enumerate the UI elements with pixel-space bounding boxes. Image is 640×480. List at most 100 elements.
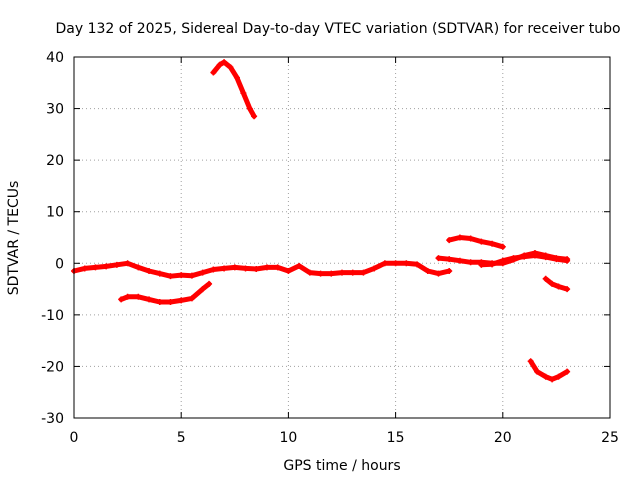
data-point bbox=[251, 113, 258, 120]
data-point bbox=[360, 269, 367, 276]
x-tick-label: 20 bbox=[494, 430, 512, 446]
data-point bbox=[549, 280, 556, 287]
data-point bbox=[381, 260, 388, 267]
data-point bbox=[564, 257, 571, 264]
series-line-track-22-23 bbox=[543, 276, 570, 292]
data-point bbox=[542, 275, 549, 282]
data-point bbox=[555, 373, 562, 380]
grid-layer bbox=[74, 57, 610, 418]
data-point bbox=[555, 283, 562, 290]
y-tick-label: -30 bbox=[41, 411, 64, 427]
tick-label-layer: 0 5 10 15 20 25 -30 -20 -10 0 10 20 30 40 bbox=[41, 50, 619, 446]
data-point bbox=[240, 90, 247, 97]
y-tick-label: 40 bbox=[46, 50, 64, 66]
axes-layer bbox=[73, 56, 611, 419]
data-point bbox=[156, 298, 163, 305]
data-point bbox=[233, 74, 240, 81]
x-tick-label: 5 bbox=[177, 430, 186, 446]
data-point bbox=[564, 368, 571, 375]
data-point bbox=[296, 262, 303, 269]
y-tick-label: -10 bbox=[41, 308, 64, 324]
series-line-track-main bbox=[71, 260, 452, 279]
data-point bbox=[221, 265, 228, 272]
data-point bbox=[456, 234, 463, 241]
data-point bbox=[553, 256, 560, 263]
y-tick-label: 30 bbox=[46, 102, 64, 118]
data-point bbox=[499, 257, 506, 264]
data-point bbox=[456, 257, 463, 264]
data-point bbox=[135, 264, 142, 271]
data-point bbox=[178, 272, 185, 279]
data-point bbox=[446, 256, 453, 263]
data-point bbox=[339, 269, 345, 276]
data-point bbox=[499, 243, 506, 250]
data-point bbox=[478, 238, 485, 245]
data-point bbox=[135, 293, 142, 300]
data-point bbox=[527, 358, 534, 365]
data-point bbox=[146, 296, 153, 303]
y-tick-label: -20 bbox=[41, 359, 64, 375]
data-point bbox=[156, 270, 163, 277]
data-point bbox=[392, 260, 399, 267]
data-point bbox=[167, 298, 174, 305]
data-point bbox=[521, 253, 528, 260]
x-tick-label: 25 bbox=[601, 430, 619, 446]
data-point bbox=[414, 261, 421, 268]
data-point bbox=[188, 272, 195, 279]
data-point bbox=[263, 264, 270, 271]
data-point bbox=[489, 240, 496, 247]
data-point bbox=[81, 265, 88, 272]
data-point bbox=[510, 255, 517, 262]
data-point bbox=[371, 265, 378, 272]
data-point bbox=[178, 297, 185, 304]
data-point bbox=[306, 269, 313, 276]
y-tick-label: 10 bbox=[46, 205, 64, 221]
x-tick-label: 15 bbox=[387, 430, 405, 446]
x-tick-label: 0 bbox=[70, 430, 79, 446]
data-point bbox=[435, 270, 442, 277]
data-point bbox=[549, 376, 556, 383]
data-point bbox=[489, 261, 496, 268]
data-point bbox=[534, 368, 541, 375]
data-point bbox=[274, 264, 281, 271]
y-tick-label: 0 bbox=[55, 256, 64, 272]
y-tick-label: 20 bbox=[46, 153, 64, 169]
data-point bbox=[199, 269, 206, 276]
y-axis-label: SDTVAR / TECUs bbox=[6, 181, 22, 296]
plot-frame bbox=[73, 56, 611, 419]
series-line-track-2-6 bbox=[118, 281, 212, 305]
series-line-track-21-23-low bbox=[528, 358, 570, 382]
data-point bbox=[124, 260, 131, 267]
data-point bbox=[227, 64, 234, 71]
data-point bbox=[188, 295, 195, 302]
data-point bbox=[246, 105, 253, 112]
data-point bbox=[542, 254, 549, 261]
data-point bbox=[317, 270, 324, 277]
data-point bbox=[103, 263, 110, 270]
x-axis-label: GPS time / hours bbox=[283, 458, 400, 474]
data-point bbox=[216, 61, 223, 68]
data-point bbox=[403, 260, 410, 267]
data-point bbox=[210, 69, 217, 76]
data-point bbox=[435, 255, 442, 262]
data-point bbox=[92, 264, 99, 271]
data-point bbox=[206, 280, 213, 287]
data-point bbox=[231, 264, 238, 271]
data-point bbox=[113, 261, 120, 268]
data-point bbox=[349, 269, 356, 276]
x-tick-label: 10 bbox=[279, 430, 297, 446]
data-point bbox=[199, 286, 206, 293]
series-line-track-17-20-upper bbox=[446, 235, 506, 250]
data-point bbox=[446, 237, 453, 244]
data-point bbox=[478, 261, 485, 268]
data-point bbox=[221, 59, 228, 66]
data-point bbox=[253, 265, 260, 272]
data-point bbox=[467, 235, 474, 242]
data-point bbox=[328, 270, 335, 277]
data-point bbox=[564, 286, 571, 293]
chart-title: Day 132 of 2025, Sidereal Day-to-day VTE… bbox=[55, 21, 620, 37]
data-point bbox=[446, 268, 453, 275]
data-point bbox=[146, 268, 153, 275]
